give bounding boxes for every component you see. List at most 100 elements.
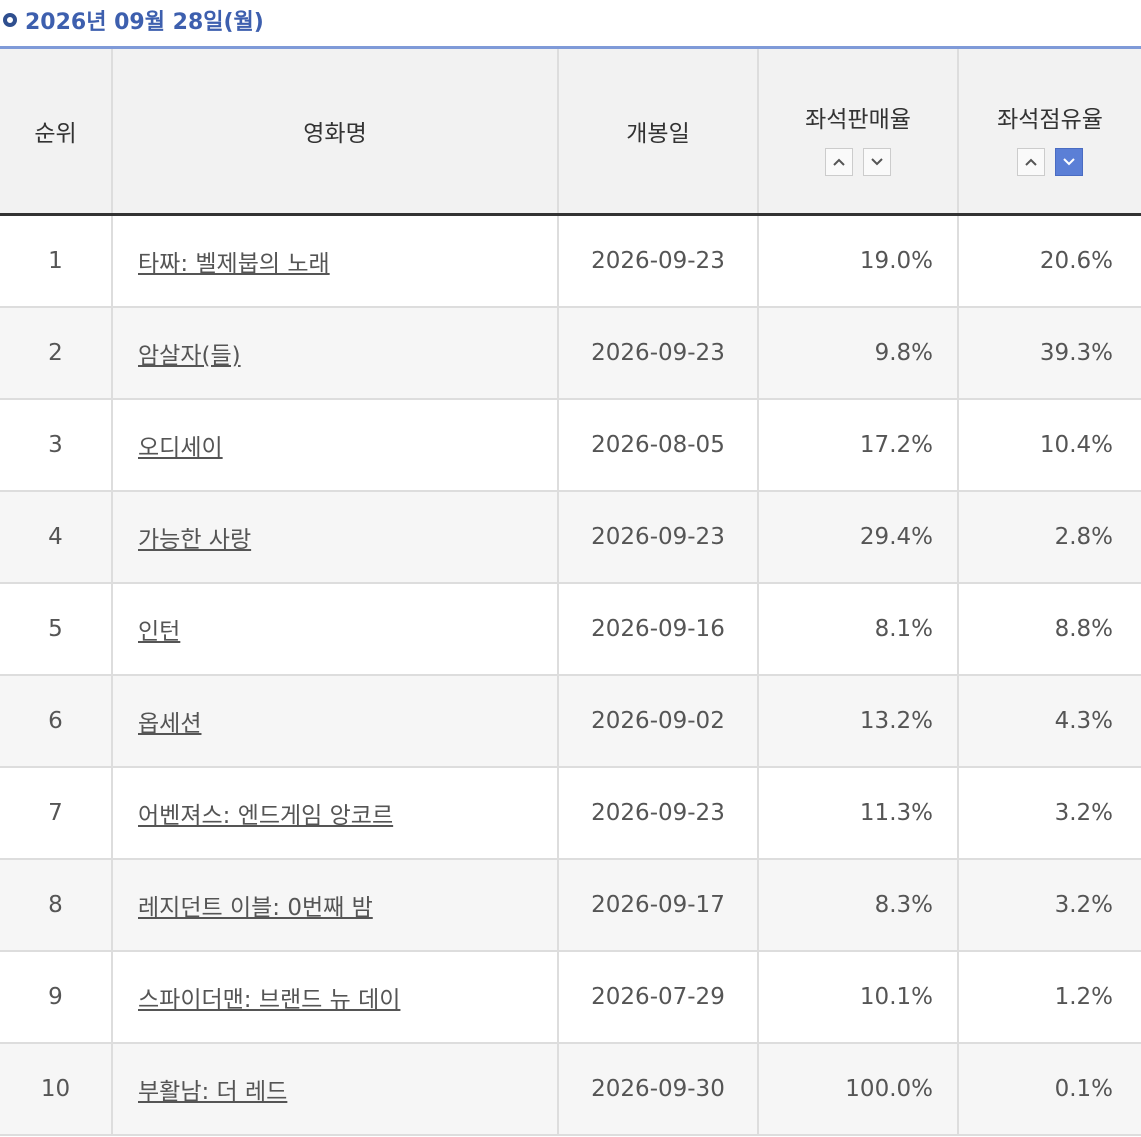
table-cell: 10.4% — [959, 400, 1141, 490]
bullet-icon — [3, 13, 17, 27]
header-cell: 좌석점유율 — [959, 49, 1141, 213]
table-cell: 11.3% — [759, 768, 959, 858]
table-cell: 옵세션 — [113, 676, 559, 766]
table-cell: 스파이더맨: 브랜드 뉴 데이 — [113, 952, 559, 1042]
table-cell: 2026-09-16 — [559, 584, 759, 674]
movie-title[interactable]: 오디세이 — [138, 435, 223, 461]
table-cell: 29.4% — [759, 492, 959, 582]
column-label: 좌석판매율 — [805, 107, 911, 133]
table-cell: 2026-07-29 — [559, 952, 759, 1042]
table-cell: 부활남: 더 레드 — [113, 1044, 559, 1134]
release-date: 2026-09-23 — [591, 340, 725, 366]
ranking-table: 순위 영화명 개봉일 좌석판매율 좌석점유율 1 타짜: 벨제붑의 노래 2026-… — [0, 49, 1141, 1136]
table-cell: 6 — [0, 676, 113, 766]
table-cell: 암살자(들) — [113, 308, 559, 398]
table-cell: 가능한 사랑 — [113, 492, 559, 582]
table-row: 3 오디세이 2026-08-05 17.2% 10.4% — [0, 400, 1141, 492]
header-cell: 좌석판매율 — [759, 49, 959, 213]
sort-buttons — [1017, 148, 1083, 176]
movie-title[interactable]: 암살자(들) — [138, 343, 241, 369]
table-cell: 39.3% — [959, 308, 1141, 398]
seat-share: 20.6% — [1039, 248, 1113, 274]
table-cell: 2.8% — [959, 492, 1141, 582]
table-cell: 3.2% — [959, 860, 1141, 950]
movie-title[interactable]: 가능한 사랑 — [138, 527, 252, 553]
table-row: 9 스파이더맨: 브랜드 뉴 데이 2026-07-29 10.1% 1.2% — [0, 952, 1141, 1044]
table-cell: 10.1% — [759, 952, 959, 1042]
table-cell: 1 — [0, 216, 113, 306]
table-header: 순위 영화명 개봉일 좌석판매율 좌석점유율 — [0, 49, 1141, 216]
rank: 5 — [48, 616, 63, 642]
table-cell: 2026-09-30 — [559, 1044, 759, 1134]
table-row: 2 암살자(들) 2026-09-23 9.8% 39.3% — [0, 308, 1141, 400]
table-cell: 1.2% — [959, 952, 1141, 1042]
table-cell: 인턴 — [113, 584, 559, 674]
table-cell: 100.0% — [759, 1044, 959, 1134]
table-cell: 4.3% — [959, 676, 1141, 766]
rank: 9 — [48, 984, 63, 1010]
table-cell: 2026-09-23 — [559, 492, 759, 582]
table-row: 7 어벤져스: 엔드게임 앙코르 2026-09-23 11.3% 3.2% — [0, 768, 1141, 860]
table-cell: 9 — [0, 952, 113, 1042]
seat-sales-rate: 19.0% — [859, 248, 933, 274]
table-cell: 2026-09-17 — [559, 860, 759, 950]
seat-share: 10.4% — [1039, 432, 1113, 458]
movie-title[interactable]: 인턴 — [138, 619, 181, 645]
rank: 8 — [48, 892, 63, 918]
table-cell: 2026-09-02 — [559, 676, 759, 766]
table-cell: 0.1% — [959, 1044, 1141, 1134]
movie-title[interactable]: 스파이더맨: 브랜드 뉴 데이 — [138, 987, 401, 1013]
seat-share: 3.2% — [1054, 800, 1113, 826]
table-row: 5 인턴 2026-09-16 8.1% 8.8% — [0, 584, 1141, 676]
date-heading: 2026년 09월 28일(월) — [0, 0, 264, 40]
table-cell: 2026-09-23 — [559, 768, 759, 858]
table-cell: 8.1% — [759, 584, 959, 674]
table-cell: 어벤져스: 엔드게임 앙코르 — [113, 768, 559, 858]
movie-title[interactable]: 어벤져스: 엔드게임 앙코르 — [138, 803, 394, 829]
rank: 2 — [48, 340, 63, 366]
column-label: 개봉일 — [626, 121, 690, 147]
movie-title[interactable]: 부활남: 더 레드 — [138, 1079, 288, 1105]
table-cell: 2026-09-23 — [559, 308, 759, 398]
rank: 4 — [48, 524, 63, 550]
seat-share: 2.8% — [1054, 524, 1113, 550]
header-cell: 개봉일 — [559, 49, 759, 213]
table-cell: 13.2% — [759, 676, 959, 766]
seat-sales-rate: 10.1% — [859, 984, 933, 1010]
column-label: 영화명 — [303, 121, 367, 147]
table-cell: 3 — [0, 400, 113, 490]
seat-sales-rate: 100.0% — [845, 1076, 933, 1102]
release-date: 2026-07-29 — [591, 984, 725, 1010]
table-cell: 8.3% — [759, 860, 959, 950]
sort-desc-active[interactable] — [1055, 148, 1083, 176]
rank: 7 — [48, 800, 63, 826]
movie-title[interactable]: 레지던트 이블: 0번째 밤 — [138, 895, 373, 921]
table-cell: 17.2% — [759, 400, 959, 490]
sort-asc[interactable] — [825, 148, 853, 176]
header-cell: 영화명 — [113, 49, 559, 213]
seat-sales-rate: 8.3% — [874, 892, 933, 918]
header-cell: 순위 — [0, 49, 113, 213]
rank: 1 — [48, 248, 63, 274]
seat-sales-rate: 8.1% — [874, 616, 933, 642]
release-date: 2026-09-16 — [591, 616, 725, 642]
release-date: 2026-09-23 — [591, 800, 725, 826]
seat-share: 4.3% — [1054, 708, 1113, 734]
top-rule — [0, 46, 1141, 49]
seat-share: 39.3% — [1039, 340, 1113, 366]
movie-title[interactable]: 타짜: 벨제붑의 노래 — [138, 251, 330, 277]
table-cell: 레지던트 이블: 0번째 밤 — [113, 860, 559, 950]
sort-asc[interactable] — [1017, 148, 1045, 176]
seat-share: 8.8% — [1054, 616, 1113, 642]
sort-desc[interactable] — [863, 148, 891, 176]
release-date: 2026-09-17 — [591, 892, 725, 918]
table-cell: 3.2% — [959, 768, 1141, 858]
movie-title[interactable]: 옵세션 — [138, 711, 202, 737]
table-cell: 20.6% — [959, 216, 1141, 306]
sort-buttons — [825, 148, 891, 176]
table-row: 10 부활남: 더 레드 2026-09-30 100.0% 0.1% — [0, 1044, 1141, 1136]
table-row: 8 레지던트 이블: 0번째 밤 2026-09-17 8.3% 3.2% — [0, 860, 1141, 952]
seat-sales-rate: 29.4% — [859, 524, 933, 550]
table-row: 1 타짜: 벨제붑의 노래 2026-09-23 19.0% 20.6% — [0, 216, 1141, 308]
